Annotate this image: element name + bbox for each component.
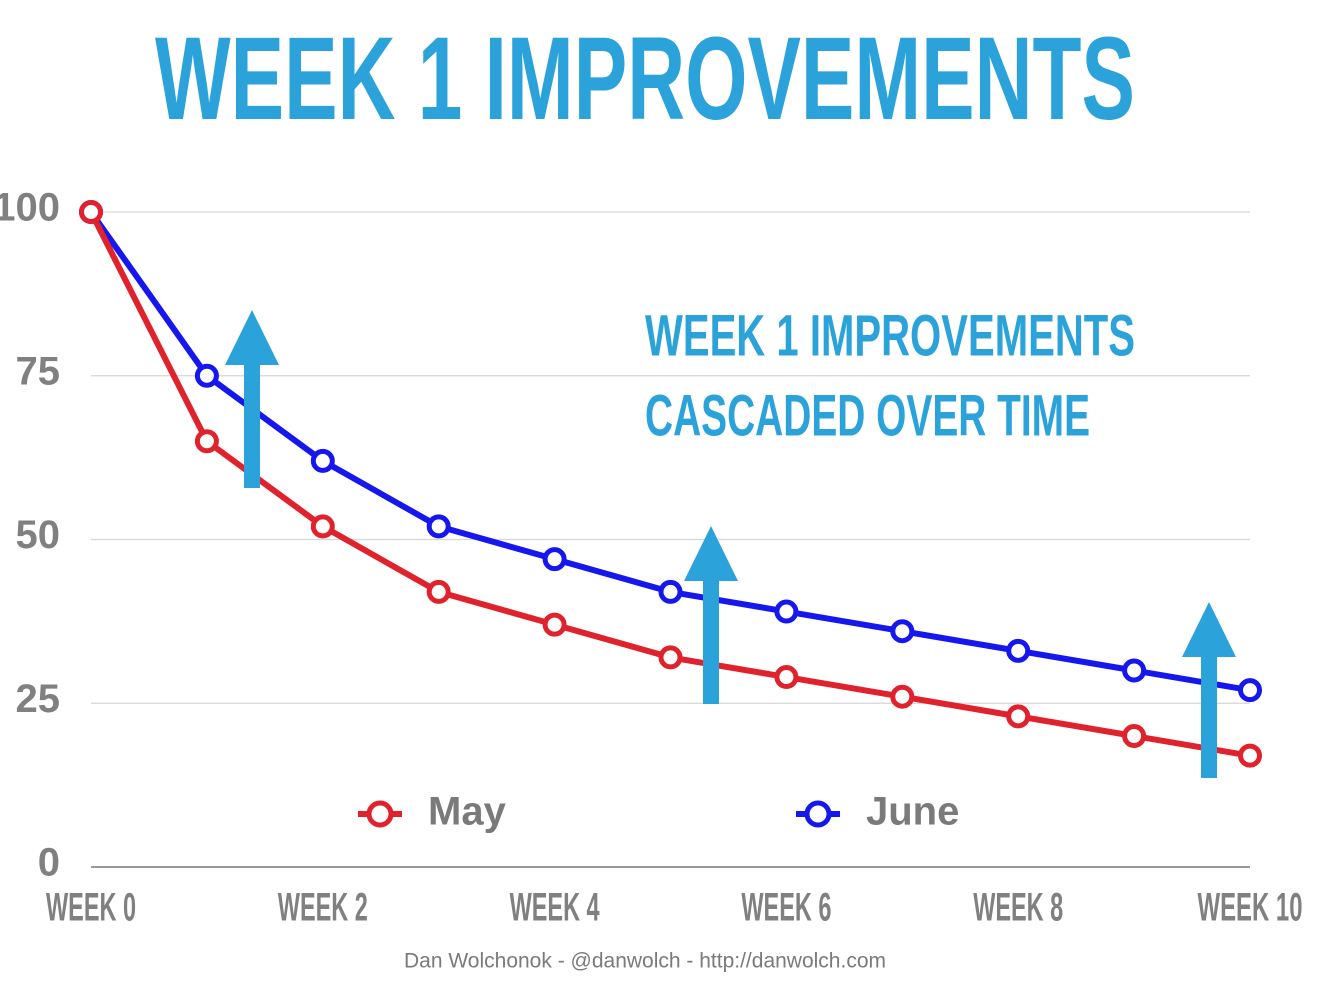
arrow (225, 310, 279, 488)
legend-label: June (866, 790, 959, 834)
legend-marker (366, 800, 394, 828)
point (79, 200, 103, 224)
x-tick-label: WEEK 10 (1198, 886, 1303, 930)
y-tick-label: 0 (38, 841, 60, 885)
x-tick-label: WEEK 6 (741, 886, 831, 930)
arrow (1182, 602, 1236, 778)
point (310, 448, 335, 473)
point (1122, 658, 1147, 683)
y-tick-label: 50 (16, 513, 61, 557)
point (194, 363, 219, 388)
point (426, 514, 451, 539)
y-tick-label: 25 (16, 677, 61, 721)
point (658, 645, 683, 670)
point (1122, 724, 1147, 748)
footer: Dan Wolchonok - @danwolch - http://danwo… (404, 950, 886, 973)
point (1238, 743, 1262, 768)
point (1238, 678, 1262, 703)
annotation: CASCADED OVER TIME (645, 383, 1090, 448)
point (542, 547, 567, 572)
point (542, 612, 567, 637)
chart-title: WEEK 1 IMPROVEMENTS (155, 13, 1135, 145)
point (890, 619, 915, 644)
point (890, 684, 915, 709)
point (310, 514, 335, 539)
series-line (88, 210, 1251, 759)
point (426, 579, 451, 604)
y-tick-label: 100 (0, 186, 60, 230)
x-tick-label: WEEK 2 (278, 886, 368, 930)
arrows (225, 310, 1236, 778)
plot: 0 25 50 75 100 WEEK 0 WEEK 2 WEEK 4 WEEK 6 WEEK 8… (0, 186, 1303, 930)
legend-marker (804, 800, 832, 828)
y-tick-label: 75 (16, 349, 61, 393)
annotation: WEEK 1 IMPROVEMENTS (645, 303, 1135, 368)
x-tick-label: WEEK 4 (510, 886, 600, 930)
x-tick-label: WEEK 8 (973, 886, 1063, 930)
series-line (88, 210, 1251, 694)
point (1006, 638, 1031, 663)
point (1006, 704, 1031, 729)
point (194, 429, 219, 454)
x-tick-label: WEEK 0 (46, 886, 136, 930)
arrow (684, 526, 738, 704)
point (658, 579, 683, 604)
point (774, 599, 799, 624)
point (774, 665, 799, 690)
legend-label: May (428, 790, 507, 834)
